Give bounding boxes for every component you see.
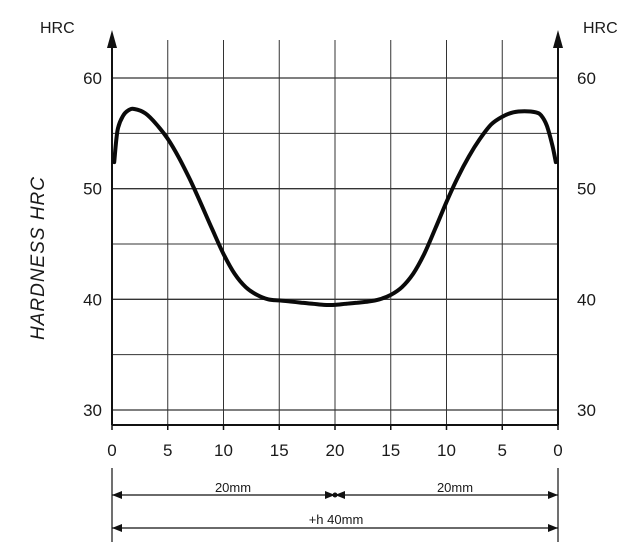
dimension-arrowhead — [548, 491, 558, 499]
y-tick-labels: 30 30 40 40 50 50 60 60 — [83, 69, 596, 420]
dimension-left-label: 20mm — [215, 480, 251, 495]
y-unit-right: HRC — [583, 20, 618, 37]
y-tick-label-left: 50 — [83, 180, 102, 199]
x-tick-label: 0 — [553, 441, 562, 460]
y-tick-label-right: 30 — [577, 401, 596, 420]
dimension-arrowhead — [548, 524, 558, 532]
x-tick-label: 15 — [270, 441, 289, 460]
dimension-right-label: 20mm — [437, 480, 473, 495]
dimension-lines — [111, 468, 559, 542]
x-tick-label: 15 — [381, 441, 400, 460]
x-tick-label: 20 — [326, 441, 345, 460]
x-tick-label: 5 — [498, 441, 507, 460]
left-axis-arrow — [107, 30, 117, 48]
x-tick-label: 10 — [437, 441, 456, 460]
hardness-curve — [112, 106, 558, 308]
y-tick-label-right: 60 — [577, 69, 596, 88]
right-axis-arrow — [553, 30, 563, 48]
grid — [112, 40, 558, 425]
dimension-arrowhead — [112, 524, 122, 532]
y-tick-label-left: 60 — [83, 69, 102, 88]
y-axis-title: HARDNESS HRC — [28, 176, 49, 340]
dimension-total-label: +h 40mm — [309, 512, 364, 527]
dimension-arrowhead — [335, 491, 345, 499]
dimension-arrowhead — [112, 491, 122, 499]
y-unit-left: HRC — [40, 20, 75, 37]
x-tick-label: 0 — [107, 441, 116, 460]
x-tick-labels: 0 5 10 15 20 15 10 5 0 — [107, 441, 562, 460]
axes — [107, 30, 563, 430]
y-tick-label-right: 40 — [577, 290, 596, 309]
hardness-series-line — [112, 106, 558, 308]
x-tick-label: 5 — [163, 441, 172, 460]
y-tick-label-right: 50 — [577, 180, 596, 199]
y-tick-label-left: 30 — [83, 401, 102, 420]
y-tick-label-left: 40 — [83, 290, 102, 309]
dimension-arrowhead — [325, 491, 335, 499]
x-tick-label: 10 — [214, 441, 233, 460]
